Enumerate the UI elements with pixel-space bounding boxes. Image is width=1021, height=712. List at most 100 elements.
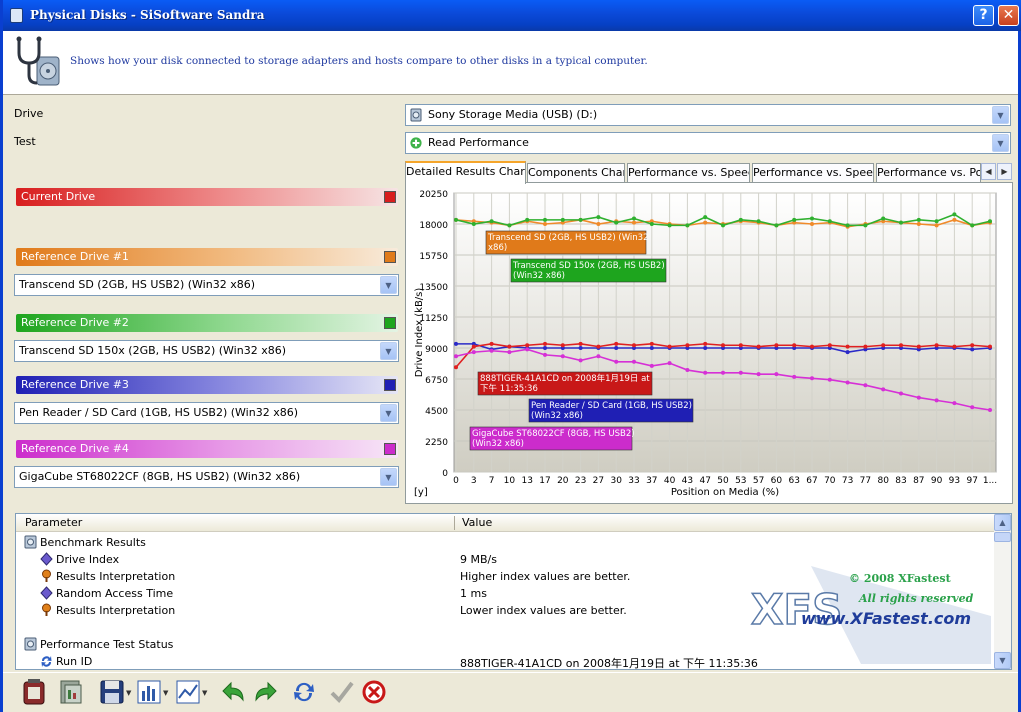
ref1-select[interactable]: Transcend SD (2GB, HS USB2) (Win32 x86) … [14,274,399,296]
series-point-4 [525,347,530,352]
series-point-3 [738,346,743,350]
tab-scroll-right-icon[interactable]: ▶ [997,163,1012,180]
ref4-swatch[interactable] [384,443,396,455]
series-point-3 [614,346,619,350]
back-arrow-icon[interactable] [221,678,247,706]
row-value: 9 MB/s [460,553,497,566]
bar-chart-icon[interactable] [136,678,162,706]
cancel-icon[interactable] [361,678,387,706]
series-point-3 [454,341,458,346]
annotation-label: Transcend SD 150x (2GB, HS USB2) [512,261,665,271]
x-tick-label: 0 [453,476,459,486]
tab-performance-vs-speed[interactable]: Performance vs. Speed [627,163,750,183]
x-tick-label: 60 [771,476,783,486]
series-point-2 [970,343,975,348]
current-drive-bar: Current Drive [16,188,398,206]
series-point-2 [810,344,814,349]
column-header-parameter[interactable]: Parameter [25,516,83,529]
tab-components-chart[interactable]: Components Chart [527,163,625,183]
scroll-down-icon[interactable]: ▼ [994,652,1011,669]
table-row[interactable]: Performance Test Status [16,636,996,653]
series-point-3 [881,346,886,350]
column-header-value[interactable]: Value [462,516,493,529]
series-point-3 [632,346,636,350]
series-point-4 [916,395,921,400]
x-tick-label: 23 [575,476,586,486]
series-point-2 [899,343,903,348]
series-point-4 [578,358,583,363]
series-point-2 [578,341,583,346]
series-point-3 [916,347,921,352]
forward-arrow-icon[interactable] [252,678,278,706]
ref1-swatch[interactable] [384,251,396,263]
series-point-1 [543,217,547,222]
series-point-2 [685,343,690,348]
ref4-bar: Reference Drive #4 [16,440,398,458]
watermark-copyright: © 2008 XFastest [849,572,952,585]
line-chart-icon[interactable] [175,678,201,706]
series-point-4 [685,368,690,373]
save-dropdown-icon[interactable]: ▼ [126,689,132,697]
x-tick-label: 20 [557,476,569,486]
stethoscope-disk-icon [16,36,60,86]
report-icon[interactable] [58,678,84,706]
scroll-thumb[interactable] [994,532,1011,542]
tab-scroll-left-icon[interactable]: ◀ [981,163,996,180]
x-tick-label: 47 [699,476,710,486]
series-point-2 [560,343,565,348]
series-point-1 [756,219,761,224]
table-row[interactable]: Benchmark Results [16,534,996,551]
chevron-down-icon[interactable]: ▼ [380,404,397,422]
chevron-down-icon[interactable]: ▼ [380,468,397,486]
column-separator[interactable] [454,516,455,530]
annotation-label: GigaCube ST68022CF (8GB, HS USB2) [472,429,635,439]
series-point-2 [543,341,547,346]
x-tick-label: 27 [593,476,604,486]
checkmark-icon[interactable] [329,678,355,706]
table-row[interactable]: Drive Index 9 MB/s [16,551,996,568]
ref2-swatch[interactable] [384,317,396,329]
save-icon[interactable] [99,678,125,706]
scroll-up-icon[interactable]: ▲ [994,514,1011,531]
device-icon[interactable] [21,678,47,706]
ref2-select[interactable]: Transcend SD 150x (2GB, HS USB2) (Win32 … [14,340,399,362]
test-select[interactable]: Read Performance ▼ [405,132,1011,154]
chevron-down-icon[interactable]: ▼ [992,106,1009,124]
table-row[interactable]: Random Access Time 1 ms [16,585,996,602]
close-button[interactable]: ✕ [998,5,1019,26]
ref3-swatch[interactable] [384,379,396,391]
current-drive-swatch[interactable] [384,191,396,203]
help-button[interactable]: ? [973,5,994,26]
drive-select-value: Sony Storage Media (USB) (D:) [428,108,598,121]
line-chart-dropdown-icon[interactable]: ▼ [202,689,208,697]
annotation-box [477,371,653,396]
chevron-down-icon[interactable]: ▼ [380,276,397,294]
refresh-icon[interactable] [291,678,317,706]
series-point-4 [756,372,761,377]
series-point-2 [454,365,458,370]
series-point-1 [507,223,512,228]
series-point-3 [471,341,476,346]
drive-select[interactable]: Sony Storage Media (USB) (D:) ▼ [405,104,1011,126]
series-point-4 [703,370,708,375]
x-tick-label: 70 [824,476,836,486]
tab-detailed-results-chart[interactable]: Detailed Results Chart [405,161,526,184]
y-axis-label: Drive Index (kB/s) [414,288,425,378]
x-tick-label: 77 [860,476,871,486]
row-value: 1 ms [460,587,487,600]
tab-performance-vs-speed-2[interactable]: Performance vs. Speed [752,163,874,183]
title-bar[interactable]: Physical Disks - SiSoftware Sandra ? ✕ [3,0,1021,31]
ref4-select[interactable]: GigaCube ST68022CF (8GB, HS USB2) (Win32… [14,466,399,488]
table-row[interactable]: Results Interpretation Higher index value… [16,568,996,585]
ref3-select[interactable]: Pen Reader / SD Card (1GB, HS USB2) (Win… [14,402,399,424]
chevron-down-icon[interactable]: ▼ [380,342,397,360]
vertical-scrollbar[interactable]: ▲ ▼ [994,514,1011,669]
series-point-4 [614,359,619,364]
bar-chart-dropdown-icon[interactable]: ▼ [163,689,169,697]
table-row[interactable]: Run ID 888TIGER-41A1CD on 2008年1月19日 at 下… [16,653,996,670]
series-point-1 [454,217,458,222]
tab-performance-vs-power[interactable]: Performance vs. Pow [876,163,981,183]
row-parameter: Benchmark Results [40,536,146,549]
table-row[interactable]: Results Interpretation Lower index values… [16,602,996,619]
chevron-down-icon[interactable]: ▼ [992,134,1009,152]
